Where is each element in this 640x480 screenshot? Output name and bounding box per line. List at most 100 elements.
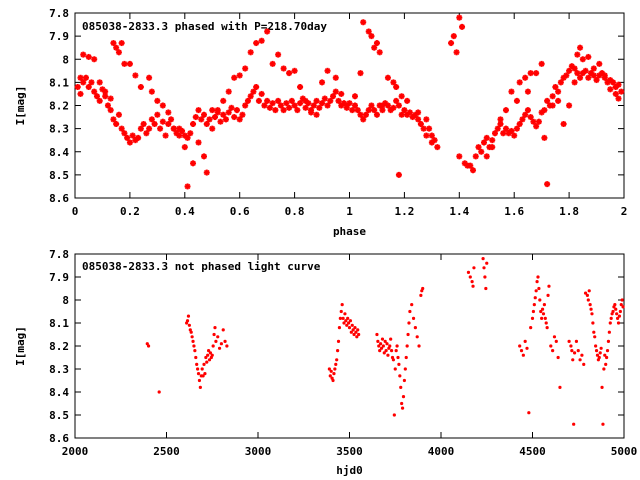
phased-x-tick-label: 0.4 xyxy=(175,205,195,218)
data-point xyxy=(375,332,379,337)
phased-y-tick-label: 8.4 xyxy=(49,146,69,159)
data-point xyxy=(286,104,293,111)
data-point xyxy=(566,67,573,74)
data-point xyxy=(85,84,92,90)
data-point xyxy=(336,349,340,353)
data-point xyxy=(206,116,213,123)
data-point xyxy=(406,109,413,116)
data-point xyxy=(115,111,122,118)
data-point xyxy=(165,109,172,116)
phased-x-tick-label: 1 xyxy=(346,205,353,218)
data-point xyxy=(80,79,87,86)
data-point xyxy=(231,74,238,81)
data-point xyxy=(508,127,515,134)
data-point xyxy=(327,97,334,104)
data-point xyxy=(392,413,396,417)
data-point xyxy=(434,144,441,151)
data-point xyxy=(468,275,472,279)
data-point xyxy=(365,28,372,35)
data-point xyxy=(577,44,584,51)
unphased-axis-ticks: 2000 2500 3000 3500 4000 4500 5000 7.8 7.9 8 8.1 8.… xyxy=(49,248,637,458)
data-point xyxy=(536,275,540,279)
data-point xyxy=(181,144,188,151)
data-point xyxy=(470,167,477,174)
data-point xyxy=(286,70,293,77)
phased-x-tick-label: 1.8 xyxy=(559,205,579,218)
data-point xyxy=(390,104,397,111)
data-point xyxy=(104,102,111,109)
data-point xyxy=(497,116,504,123)
data-point xyxy=(521,353,525,357)
data-point xyxy=(335,358,339,362)
data-point xyxy=(351,328,355,332)
data-point xyxy=(113,44,120,51)
data-point xyxy=(532,303,536,307)
data-point xyxy=(118,125,125,132)
data-point xyxy=(552,335,557,339)
data-point xyxy=(616,321,621,325)
data-point xyxy=(124,134,131,141)
data-point xyxy=(511,132,518,139)
data-point xyxy=(539,309,543,314)
data-point xyxy=(331,378,335,383)
data-point xyxy=(552,84,559,90)
unphased-x-tick-label: 4000 xyxy=(428,445,455,458)
phased-y-axis-label: I[mag] xyxy=(14,86,27,126)
data-point xyxy=(544,321,548,325)
data-point xyxy=(607,86,614,93)
unphased-data-points xyxy=(145,257,625,426)
unphased-y-tick-label: 8.4 xyxy=(49,386,69,399)
data-point xyxy=(541,312,546,316)
data-point xyxy=(533,70,540,77)
data-point xyxy=(601,422,605,426)
data-point xyxy=(313,111,320,118)
unphased-y-tick-label: 8.1 xyxy=(49,317,69,330)
data-point xyxy=(96,79,103,86)
data-point xyxy=(529,326,533,330)
data-point xyxy=(328,374,332,378)
data-point xyxy=(196,372,201,376)
data-point xyxy=(613,303,617,307)
data-point xyxy=(571,65,578,72)
data-point xyxy=(266,104,273,111)
phased-x-axis-label: phase xyxy=(333,225,366,238)
data-point xyxy=(336,339,341,343)
unphased-y-tick-label: 8.5 xyxy=(49,409,69,422)
data-point xyxy=(146,344,151,348)
data-point xyxy=(261,102,268,109)
data-point xyxy=(179,127,186,134)
data-point xyxy=(264,28,271,35)
phased-x-tick-label: 2 xyxy=(621,205,628,218)
data-point xyxy=(403,367,407,371)
data-point xyxy=(399,385,403,389)
unphased-x-tick-label: 4500 xyxy=(519,445,546,458)
data-point xyxy=(373,111,380,118)
data-point xyxy=(570,349,574,353)
data-point xyxy=(373,40,380,47)
data-point xyxy=(353,326,357,330)
data-point xyxy=(489,144,496,151)
data-point xyxy=(210,353,214,357)
data-point xyxy=(107,95,114,102)
data-point xyxy=(319,100,326,107)
phased-x-tick-label: 1.4 xyxy=(449,205,469,218)
data-point xyxy=(547,284,551,288)
data-point xyxy=(213,326,217,330)
data-point xyxy=(342,321,346,325)
data-point xyxy=(206,353,210,357)
data-point xyxy=(426,125,433,132)
data-point xyxy=(530,316,535,320)
data-point xyxy=(302,104,309,111)
data-point xyxy=(185,319,190,323)
data-point xyxy=(206,349,211,353)
data-point xyxy=(483,153,490,160)
data-point xyxy=(159,118,166,125)
data-point xyxy=(371,44,378,51)
data-point xyxy=(225,88,232,95)
data-point xyxy=(332,372,336,376)
data-point xyxy=(168,116,175,123)
data-point xyxy=(551,349,555,353)
data-point xyxy=(195,107,202,114)
data-point xyxy=(250,88,257,95)
data-point xyxy=(221,328,225,332)
